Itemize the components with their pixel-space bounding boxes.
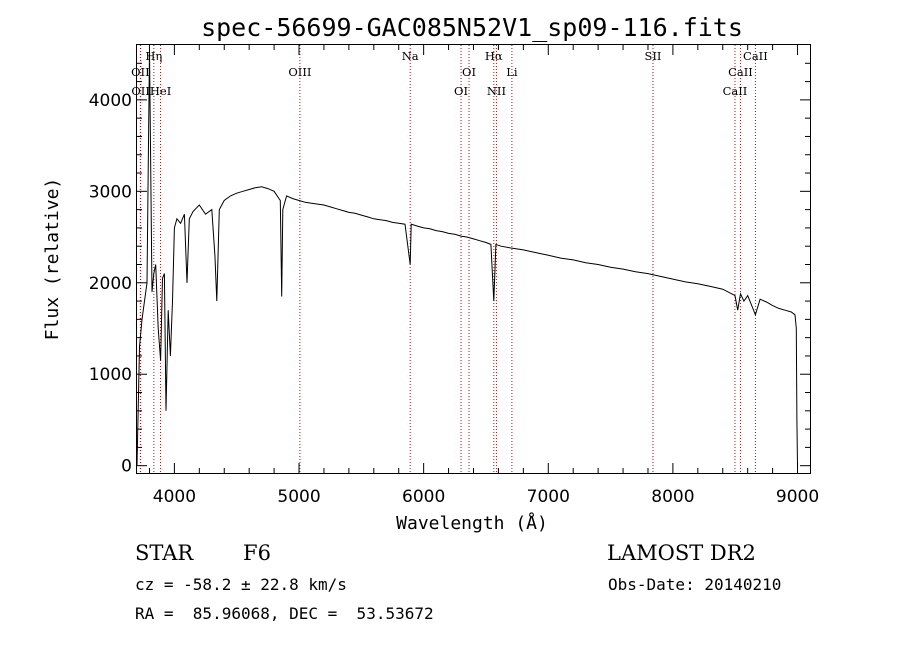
spectral-line-label: CaII [743,49,768,63]
chart-title: spec-56699-GAC085N52V1_sp09-116.fits [201,13,743,42]
spectral-line-label: NII [487,84,506,98]
x-axis-ticks: 4000 5000 6000 7000 8000 9000 [148,45,819,507]
x-tick-label: 8000 [651,487,694,507]
y-axis-ticks: 0 1000 2000 3000 4000 [89,62,810,477]
object-class: STAR [135,541,194,565]
spectral-line-label: OI [462,65,476,79]
spectral-line-label: Li [506,65,518,79]
plot-frame [136,44,811,474]
object-subclass: F6 [243,541,271,565]
spectral-lines [139,45,756,473]
x-tick-label: 7000 [527,487,570,507]
spectral-line-label: CaII [728,65,753,79]
y-tick-label: 0 [121,457,132,477]
spectral-line-label: Hη [145,49,162,63]
spectrum-line [136,49,798,466]
x-tick-label: 5000 [277,487,320,507]
spectral-line-label: OII [131,84,150,98]
x-tick-label: 9000 [776,487,819,507]
spectral-line-label: OII [131,65,150,79]
spectral-line-label: OI [454,84,468,98]
spectral-line-label: SII [644,49,661,63]
y-axis-label: Flux (relative) [42,178,63,341]
spectral-line-label: Na [402,49,419,63]
spectral-line-label: Hα [485,49,503,63]
redshift-cz: cz = -58.2 ± 22.8 km/s [135,575,347,594]
survey-name: LAMOST DR2 [607,541,756,565]
spectral-line-label: CaII [723,84,748,98]
spectral-line-label: HeI [150,84,171,98]
y-tick-label: 1000 [89,365,132,385]
spectral-line-label: OIII [288,65,311,79]
observation-date: Obs-Date: 20140210 [608,575,782,594]
y-tick-label: 3000 [89,182,132,202]
y-tick-label: 4000 [89,91,132,111]
x-axis-label: Wavelength (Å) [396,512,548,534]
x-tick-label: 4000 [153,487,196,507]
coordinates: RA = 85.96068, DEC = 53.53672 [135,604,434,623]
x-tick-label: 6000 [402,487,445,507]
y-tick-label: 2000 [89,274,132,294]
